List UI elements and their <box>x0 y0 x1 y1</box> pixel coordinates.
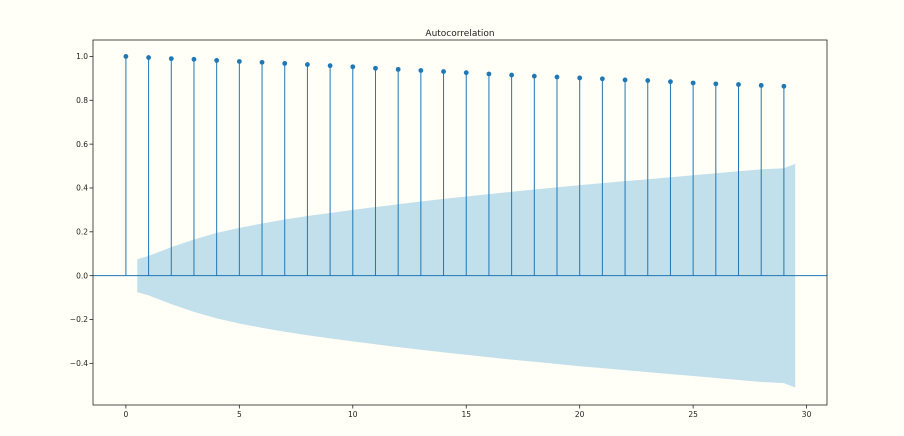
acf-marker-16 <box>486 71 492 77</box>
chart-title: Autocorrelation <box>425 29 494 39</box>
acf-marker-17 <box>509 72 515 78</box>
acf-marker-11 <box>373 65 378 71</box>
axes-frame <box>92 39 828 406</box>
x-tick-label-15: 15 <box>461 410 471 419</box>
acf-marker-2 <box>168 56 174 62</box>
y-tick-label-6: 0.8 <box>76 96 88 105</box>
acf-marker-18 <box>531 73 537 79</box>
acf-marker-26 <box>713 81 719 87</box>
acf-marker-1 <box>146 55 151 60</box>
x-tick-label-20: 20 <box>575 410 585 419</box>
y-tick-label-0: −0.4 <box>70 359 88 368</box>
acf-marker-19 <box>554 74 560 80</box>
y-tick-label-5: 0.6 <box>76 140 88 149</box>
plot-layer <box>93 54 827 388</box>
acf-marker-8 <box>305 62 310 67</box>
acf-marker-22 <box>622 77 628 83</box>
acf-marker-24 <box>668 79 673 85</box>
y-tick-label-2: 0.0 <box>76 271 88 280</box>
acf-marker-4 <box>214 57 220 63</box>
acf-marker-21 <box>599 76 605 82</box>
acf-marker-29 <box>781 83 787 89</box>
acf-marker-7 <box>282 61 288 66</box>
x-tick-label-10: 10 <box>348 410 358 419</box>
acf-marker-13 <box>418 68 424 73</box>
acf-marker-27 <box>736 82 741 87</box>
y-tick-label-3: 0.2 <box>76 228 88 237</box>
acf-marker-15 <box>463 70 469 76</box>
x-tick-label-5: 5 <box>237 410 242 419</box>
acf-marker-9 <box>327 63 333 69</box>
acf-marker-10 <box>350 64 356 70</box>
y-tick-label-1: −0.2 <box>70 315 88 324</box>
acf-marker-5 <box>236 59 242 64</box>
y-tick-label-4: 0.4 <box>76 184 88 193</box>
acf-marker-14 <box>441 69 446 74</box>
acf-marker-12 <box>395 66 401 72</box>
acf-marker-28 <box>758 82 764 88</box>
acf-marker-0 <box>123 54 129 59</box>
acf-marker-20 <box>577 75 583 81</box>
ticks-layer: 0 5 10 15 20 25 30 −0.4 −0.2 0.0 0.2 0.4 0.6 0.8 1.0 <box>70 52 812 419</box>
x-tick-label-25: 25 <box>688 410 698 419</box>
y-tick-label-7: 1.0 <box>76 52 88 61</box>
acf-marker-3 <box>191 56 197 62</box>
acf-marker-6 <box>259 59 265 65</box>
acf-marker-23 <box>645 78 651 83</box>
x-tick-label-0: 0 <box>124 410 129 419</box>
acf-marker-25 <box>690 80 696 86</box>
x-tick-label-30: 30 <box>802 410 812 419</box>
